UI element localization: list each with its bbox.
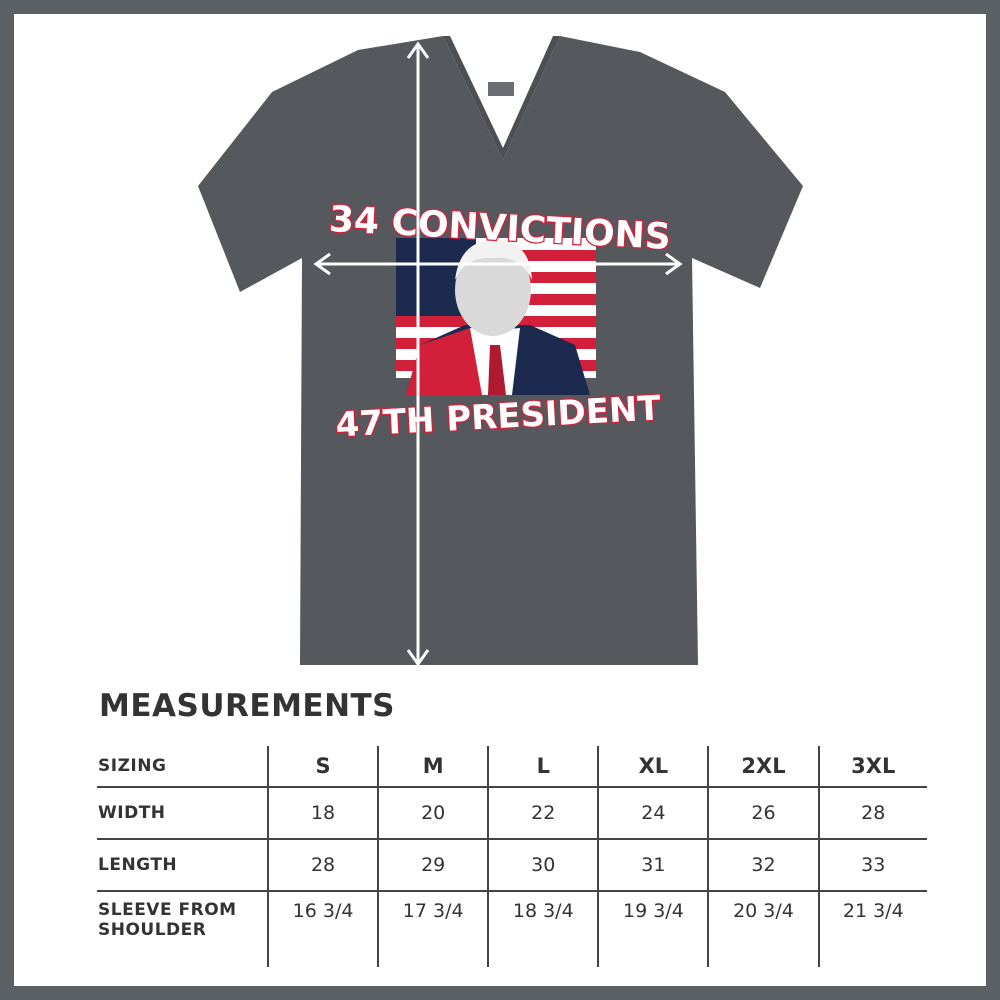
table-row-length: LENGTH 28 29 30 31 32 33 (97, 838, 927, 891)
table-cell: 21 3/4 (817, 890, 927, 967)
table-cell: 28 (817, 786, 927, 839)
table-cell: 32 (707, 838, 819, 891)
size-chart-table: SIZING S M L XL 2XL 3XL WIDTH 18 20 22 2… (97, 746, 927, 967)
size-header: 3XL (817, 746, 927, 787)
row-label: LENGTH (97, 838, 268, 891)
table-cell: 17 3/4 (377, 890, 489, 967)
table-cell: 19 3/4 (597, 890, 709, 967)
row-label-line1: SLEEVE FROM (98, 900, 237, 920)
table-cell: 24 (597, 786, 709, 839)
table-row-width: WIDTH 18 20 22 24 26 28 (97, 786, 927, 839)
table-cell: 30 (487, 838, 599, 891)
table-cell: 20 (377, 786, 489, 839)
length-arrow (406, 41, 430, 667)
brand-tag (488, 82, 514, 96)
table-cell: 26 (707, 786, 819, 839)
table-cell: 20 3/4 (707, 890, 819, 967)
size-header: XL (597, 746, 709, 787)
size-header: 2XL (707, 746, 819, 787)
table-cell: 22 (487, 786, 599, 839)
size-header: M (377, 746, 489, 787)
row-label-line2: SHOULDER (98, 920, 207, 940)
table-cell: 18 3/4 (487, 890, 599, 967)
width-arrow (313, 252, 683, 276)
sizing-label: SIZING (98, 756, 167, 776)
row-label: WIDTH (97, 786, 268, 839)
table-cell: 28 (266, 838, 379, 891)
size-header: S (266, 746, 379, 787)
collar (443, 36, 560, 160)
table-cell: 33 (817, 838, 927, 891)
table-header-row: SIZING S M L XL 2XL 3XL (97, 746, 927, 787)
measurements-title: MEASUREMENTS (99, 688, 396, 724)
table-cell: 29 (377, 838, 489, 891)
portrait-graphic (406, 240, 590, 395)
row-label: SLEEVE FROM SHOULDER (97, 890, 268, 967)
table-cell: 31 (597, 838, 709, 891)
size-header: L (487, 746, 599, 787)
table-cell: 18 (266, 786, 379, 839)
table-row-sleeve: SLEEVE FROM SHOULDER 16 3/4 17 3/4 18 3/4… (97, 890, 927, 967)
table-cell: 16 3/4 (266, 890, 379, 967)
